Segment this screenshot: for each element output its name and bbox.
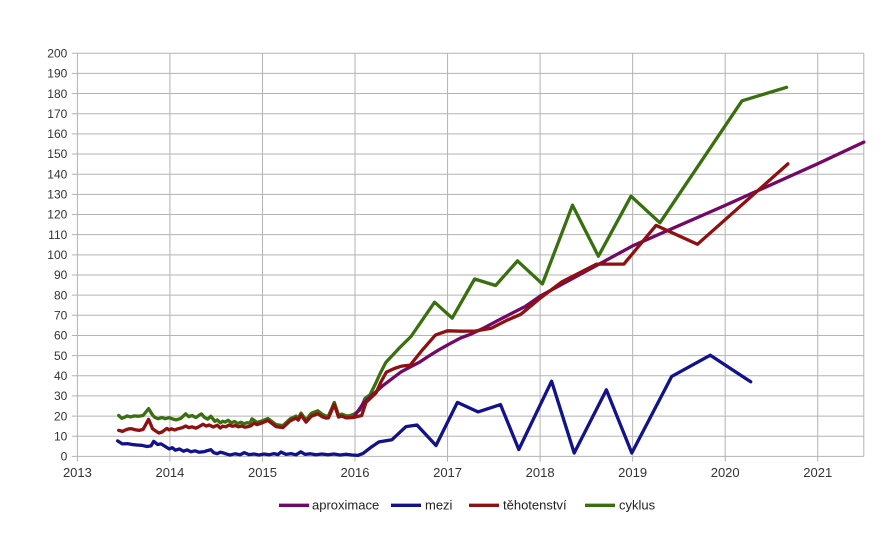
svg-text:160: 160	[47, 127, 67, 141]
svg-text:2016: 2016	[341, 465, 370, 480]
svg-text:2013: 2013	[63, 465, 92, 480]
svg-text:cyklus: cyklus	[619, 498, 656, 513]
svg-text:10: 10	[54, 429, 68, 443]
svg-text:120: 120	[47, 208, 67, 222]
svg-text:2021: 2021	[803, 465, 832, 480]
svg-text:60: 60	[54, 329, 68, 343]
svg-text:2019: 2019	[618, 465, 647, 480]
svg-text:80: 80	[54, 288, 68, 302]
svg-text:90: 90	[54, 268, 68, 282]
svg-text:50: 50	[54, 349, 68, 363]
svg-text:40: 40	[54, 369, 68, 383]
svg-text:2014: 2014	[155, 465, 184, 480]
svg-text:100: 100	[47, 248, 67, 262]
svg-text:20: 20	[54, 409, 68, 423]
svg-text:150: 150	[47, 147, 67, 161]
svg-text:mezi: mezi	[425, 498, 453, 513]
svg-text:140: 140	[47, 167, 67, 181]
svg-text:70: 70	[54, 309, 68, 323]
svg-text:2020: 2020	[711, 465, 740, 480]
svg-text:2018: 2018	[526, 465, 555, 480]
svg-text:200: 200	[47, 46, 67, 60]
svg-text:2015: 2015	[248, 465, 277, 480]
svg-text:180: 180	[47, 87, 67, 101]
svg-text:30: 30	[54, 389, 68, 403]
svg-text:130: 130	[47, 188, 67, 202]
svg-text:2017: 2017	[433, 465, 462, 480]
svg-text:110: 110	[48, 228, 67, 242]
svg-text:0: 0	[61, 450, 68, 464]
svg-text:aproximace: aproximace	[312, 498, 379, 513]
svg-text:170: 170	[47, 107, 67, 121]
svg-text:190: 190	[47, 67, 67, 81]
svg-text:těhotenství: těhotenství	[503, 498, 567, 513]
